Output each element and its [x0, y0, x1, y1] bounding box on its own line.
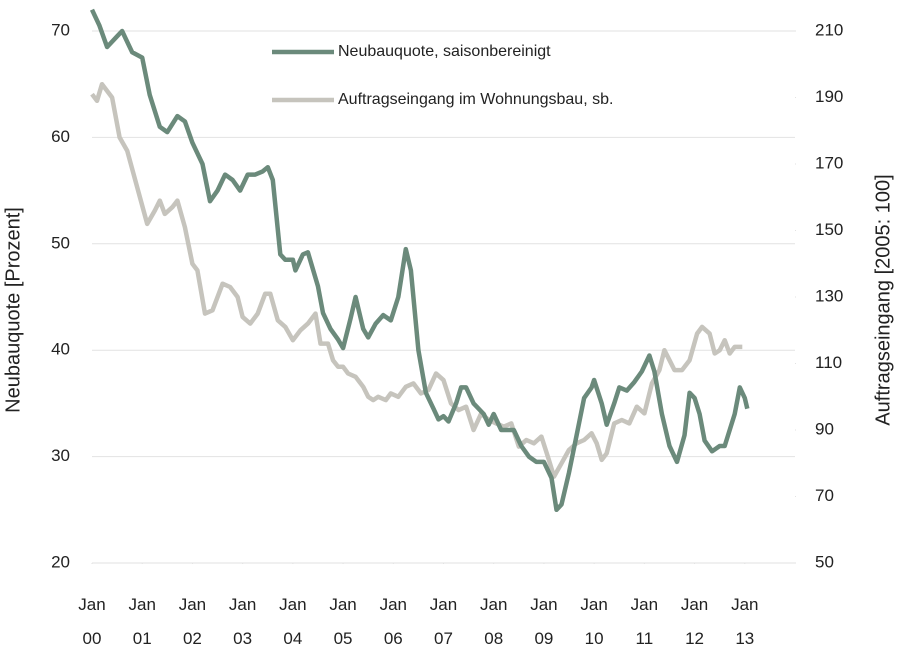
- y2-tick-label: 190: [815, 87, 843, 106]
- x-tick-label: Jan 11: [630, 595, 659, 648]
- legend-label: Auftragseingang im Wohnungsbau, sb.: [338, 91, 613, 108]
- legend-label: Neubauquote, saisonbereinigt: [338, 43, 551, 60]
- x-tick-label: Jan 12: [680, 595, 709, 648]
- x-tick-label: Jan 05: [329, 595, 357, 648]
- x-tick-label: Jan 09: [530, 595, 558, 648]
- x-tick-label: Jan 07: [429, 595, 458, 648]
- x-tick-label: Jan 03: [228, 595, 257, 648]
- y2-tick-label: 170: [815, 153, 843, 172]
- series-line: [89, 8, 750, 513]
- y-tick-label: 30: [51, 446, 70, 465]
- x-tick-label: Jan 01: [128, 595, 156, 648]
- y-tick-label: 70: [51, 20, 70, 39]
- y2-tick-label: 110: [815, 353, 842, 372]
- y-axis-title: Neubauquote [Prozent]: [2, 207, 24, 413]
- y2-tick-label: 70: [815, 486, 834, 505]
- series-line: [90, 81, 743, 479]
- y2-tick-label: 150: [815, 220, 843, 239]
- x-tick-label: Jan 00: [78, 595, 106, 648]
- x-tick-label: Jan 08: [479, 595, 508, 648]
- y2-tick-label: 50: [815, 552, 834, 571]
- y2-tick-label: 130: [815, 286, 843, 305]
- x-tick-label: Jan 04: [279, 595, 307, 648]
- y2-axis-title: Auftragseingang [2005: 100]: [872, 174, 894, 425]
- x-tick-label: Jan 02: [178, 595, 207, 648]
- y-tick-label: 50: [51, 233, 70, 252]
- y2-tick-label: 90: [815, 419, 834, 438]
- y-tick-label: 20: [51, 552, 70, 571]
- y-tick-label: 60: [51, 127, 70, 146]
- x-tick-label: Jan 06: [379, 595, 407, 648]
- x-tick-label: Jan 10: [580, 595, 608, 648]
- y2-tick-label: 210: [815, 20, 843, 39]
- x-tick-label: Jan 13: [731, 595, 759, 648]
- y-tick-label: 40: [51, 340, 70, 359]
